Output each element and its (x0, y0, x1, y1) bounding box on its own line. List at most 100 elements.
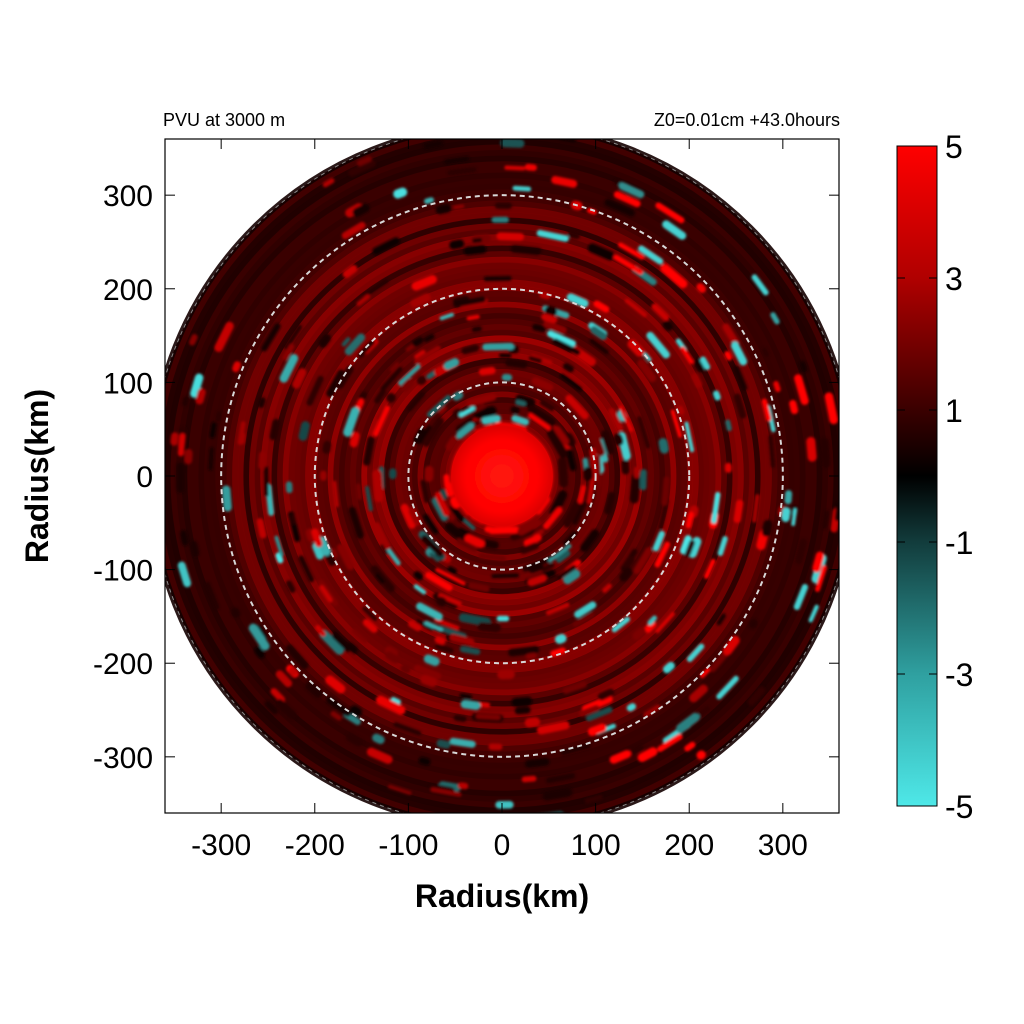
pv-blob (438, 593, 462, 606)
pv-blob (413, 584, 427, 595)
y-tick-label: 300 (103, 180, 153, 213)
pv-blob (343, 406, 360, 437)
pv-blob (424, 465, 434, 482)
pv-blob (357, 339, 375, 358)
pv-blob (561, 743, 591, 755)
pv-blob (298, 555, 315, 583)
chart-title-right: Z0=0.01cm +43.0hours (654, 110, 840, 130)
pv-blob (693, 358, 705, 373)
pv-blob (423, 654, 440, 667)
field-ring (232, 206, 772, 746)
chart-title-left: PVU at 3000 m (163, 110, 285, 130)
pv-blob (408, 620, 422, 632)
x-tick-label: -200 (285, 829, 345, 862)
pv-blob (467, 582, 490, 593)
pv-blob (435, 203, 452, 215)
pv-blob (372, 733, 385, 744)
field-ring (198, 172, 806, 780)
pv-blob (496, 615, 510, 622)
pv-blob (496, 232, 525, 241)
pv-blob (456, 538, 478, 552)
pv-blob (447, 566, 457, 575)
pv-blob (808, 604, 819, 623)
pv-blob (380, 366, 403, 392)
pv-blob (411, 275, 437, 291)
pv-anomaly-blobs (170, 139, 839, 813)
pv-blob (482, 342, 515, 351)
pv-blob (290, 513, 296, 525)
pv-blob (793, 584, 809, 611)
pv-blob (722, 635, 740, 656)
pv-blob (543, 507, 563, 530)
pv-blob (700, 667, 711, 679)
pv-blob (449, 737, 476, 748)
pv-blob (541, 313, 558, 324)
pv-blob (341, 337, 351, 347)
pv-blob (514, 706, 531, 715)
pv-blob (464, 534, 485, 548)
pv-blob (444, 522, 470, 544)
field-ring (215, 189, 789, 763)
pv-blob (597, 688, 615, 701)
pv-blob (375, 695, 406, 715)
field-ring (288, 262, 716, 690)
field-ring (305, 279, 699, 673)
pv-blob (418, 756, 431, 766)
pv-blob (602, 583, 612, 593)
field-ring (277, 251, 727, 701)
pv-blob (286, 580, 296, 593)
x-tick-label: 300 (758, 829, 808, 862)
pv-blob (205, 581, 220, 610)
pv-blob (389, 468, 397, 480)
pv-blob (684, 539, 695, 558)
pv-blob (254, 646, 265, 659)
pv-blob (536, 229, 569, 242)
pv-blob (195, 388, 206, 405)
pv-blob (586, 208, 597, 215)
pv-blob (527, 405, 556, 427)
pv-blob (584, 794, 603, 804)
pv-blob (566, 448, 577, 472)
y-tick-label: -300 (93, 742, 153, 775)
pv-blob (515, 245, 542, 254)
pv-blob (654, 541, 671, 568)
pv-blob (421, 534, 444, 558)
pv-blob (248, 623, 270, 651)
pv-blob (258, 451, 266, 470)
pv-blob (546, 772, 576, 784)
field-ring (237, 211, 767, 741)
pv-blob (342, 264, 358, 278)
pv-blob (375, 573, 385, 584)
pv-blob (629, 472, 641, 504)
pv-blob (460, 699, 481, 711)
pv-blob (483, 276, 512, 282)
field-ring (350, 324, 654, 628)
pv-blob (510, 406, 520, 414)
pv-blob (434, 636, 446, 645)
pv-blob (326, 696, 352, 717)
pv-blob (557, 457, 569, 488)
pv-blob (415, 619, 434, 631)
pv-blob (521, 775, 537, 783)
pv-blob (613, 254, 644, 275)
pv-blob (651, 303, 670, 321)
pv-blob (711, 491, 721, 524)
pv-blob (549, 490, 568, 518)
pv-blob (528, 561, 544, 573)
pv-blob (352, 203, 370, 217)
pv-blob (491, 216, 509, 223)
pv-blob (652, 530, 665, 552)
y-axis-title: Radius(km) (19, 389, 55, 563)
pv-blob (618, 242, 645, 260)
pv-blob (822, 510, 829, 529)
pv-blob (543, 320, 567, 334)
pv-blob (814, 565, 827, 592)
pv-blob (542, 787, 573, 801)
pv-blob (713, 390, 721, 401)
field-ring (383, 357, 621, 595)
pv-blob (501, 373, 513, 382)
pv-blob (372, 469, 384, 503)
pv-blob (478, 553, 507, 562)
pv-blob (270, 688, 286, 703)
pv-blob (452, 391, 464, 401)
